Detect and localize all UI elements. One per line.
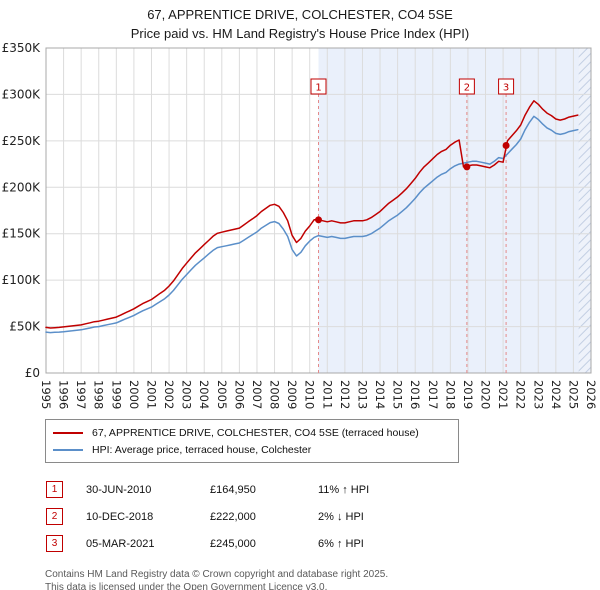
footer-line-1: Contains HM Land Registry data © Crown c… — [45, 569, 389, 580]
x-axis-label: 2011 — [320, 380, 334, 409]
x-axis-label: 2009 — [285, 380, 299, 409]
sale-price: £245,000 — [210, 537, 256, 550]
sale-date: 05-MAR-2021 — [86, 537, 155, 550]
property-line-swatch — [53, 431, 83, 434]
property-price-line — [45, 100, 579, 329]
x-axis-label: 2008 — [268, 380, 282, 409]
sale-hpi-delta: 11% ↑ HPI — [318, 483, 370, 496]
sale-number-badge: 3 — [46, 535, 63, 552]
x-axis-label: 2024 — [549, 380, 563, 409]
sale-price: £164,950 — [210, 483, 256, 496]
sale-hpi-delta: 6% ↑ HPI — [318, 537, 364, 550]
axis-labels: £0 £50K £100K £150K £200K £250K £300K £350K 1995… — [2, 41, 598, 409]
x-axis-label: 2019 — [461, 380, 475, 409]
sale-number-text: 3 — [503, 83, 509, 94]
sale-number-box — [458, 78, 475, 95]
chart-legend: 67, APPRENTICE DRIVE, COLCHESTER, CO4 5S… — [45, 419, 459, 463]
x-axis-label: 2023 — [531, 380, 545, 409]
x-axis-label: 2021 — [496, 380, 510, 409]
y-axis-label: £250K — [2, 134, 42, 148]
series-lines — [45, 100, 579, 334]
x-axis-label: 2026 — [584, 380, 598, 409]
x-axis-label: 2004 — [197, 380, 211, 409]
chart-background-regions — [318, 48, 591, 373]
license-footer: Contains HM Land Registry data © Crown c… — [45, 568, 600, 590]
hpi-line-swatch — [53, 448, 83, 451]
sale-date: 30-JUN-2010 — [86, 483, 152, 496]
legend-item-hpi: HPI: Average price, terraced house, Colc… — [53, 441, 451, 458]
x-axis-label: 2010 — [303, 380, 317, 409]
x-axis-label: 1998 — [92, 380, 106, 409]
y-axis-label: £150K — [2, 227, 42, 241]
sale-number-box — [310, 78, 327, 95]
sale-number-text: 2 — [464, 83, 470, 94]
x-axis-label: 2014 — [373, 380, 387, 409]
sale-hpi-delta: 2% ↓ HPI — [318, 510, 364, 523]
sale-number-badge: 2 — [46, 508, 63, 525]
sale-number-box — [498, 78, 515, 95]
footer-line-2: This data is licensed under the Open Gov… — [45, 582, 328, 590]
sale-point-dot — [463, 163, 471, 171]
x-axis-label: 2020 — [479, 380, 493, 409]
page-title: 67, APPRENTICE DRIVE, COLCHESTER, CO4 5S… — [147, 7, 453, 22]
x-axis-label: 2003 — [180, 380, 194, 409]
y-axis-label: £350K — [2, 41, 42, 55]
table-row: 2 10-DEC-2018 £222,000 2% ↓ HPI — [46, 503, 600, 530]
title-block: 67, APPRENTICE DRIVE, COLCHESTER, CO4 5S… — [0, 0, 600, 41]
x-axis-label: 1999 — [109, 380, 123, 409]
y-axis-label: £300K — [2, 87, 42, 101]
x-axis-label: 2022 — [514, 380, 528, 409]
x-axis-label: 1995 — [39, 380, 53, 409]
sale-markers: 1 2 3 — [310, 78, 515, 373]
y-axis-label: £100K — [2, 273, 42, 287]
x-axis-label: 2000 — [127, 380, 141, 409]
hpi-shaded-region — [318, 48, 591, 373]
x-axis-label: 2017 — [426, 380, 440, 409]
x-axis-label: 2018 — [443, 380, 457, 409]
x-axis-label: 2016 — [408, 380, 422, 409]
table-row: 3 05-MAR-2021 £245,000 6% ↑ HPI — [46, 530, 600, 557]
forecast-hatch-region — [578, 48, 591, 373]
y-axis-label: £50K — [9, 320, 41, 334]
y-axis-label: £200K — [2, 180, 42, 194]
legend-label: 67, APPRENTICE DRIVE, COLCHESTER, CO4 5S… — [92, 426, 419, 439]
page-subtitle: Price paid vs. HM Land Registry's House … — [130, 26, 470, 41]
x-axis-label: 2013 — [355, 380, 369, 409]
transaction-table: 1 30-JUN-2010 £164,950 11% ↑ HPI 2 10-DE… — [46, 476, 600, 557]
x-axis-label: 2002 — [162, 380, 176, 409]
y-axis-label: £0 — [25, 366, 40, 380]
x-axis-label: 2015 — [391, 380, 405, 409]
x-axis-label: 2012 — [338, 380, 352, 409]
table-row: 1 30-JUN-2010 £164,950 11% ↑ HPI — [46, 476, 600, 503]
x-axis-label: 2007 — [250, 380, 264, 409]
x-axis-label: 1997 — [74, 380, 88, 409]
sale-number-badge: 1 — [46, 481, 63, 498]
x-axis-label: 2001 — [144, 380, 158, 409]
sale-number-text: 1 — [315, 83, 321, 94]
x-axis-label: 1996 — [57, 380, 71, 409]
x-axis-label: 2025 — [566, 380, 580, 409]
price-history-chart: 1 2 3 £0 £50K £100K £150K £200K £250K £300K £350K 1… — [2, 41, 598, 409]
x-axis-label: 2005 — [215, 380, 229, 409]
legend-item-property: 67, APPRENTICE DRIVE, COLCHESTER, CO4 5S… — [53, 424, 451, 441]
sale-date: 10-DEC-2018 — [86, 510, 154, 523]
hpi-line — [45, 115, 579, 334]
legend-label: HPI: Average price, terraced house, Colc… — [92, 443, 312, 456]
sale-point-dot — [502, 142, 510, 149]
sale-point-dot — [315, 216, 322, 224]
sale-price: £222,000 — [210, 510, 256, 523]
x-axis-label: 2006 — [232, 380, 246, 409]
